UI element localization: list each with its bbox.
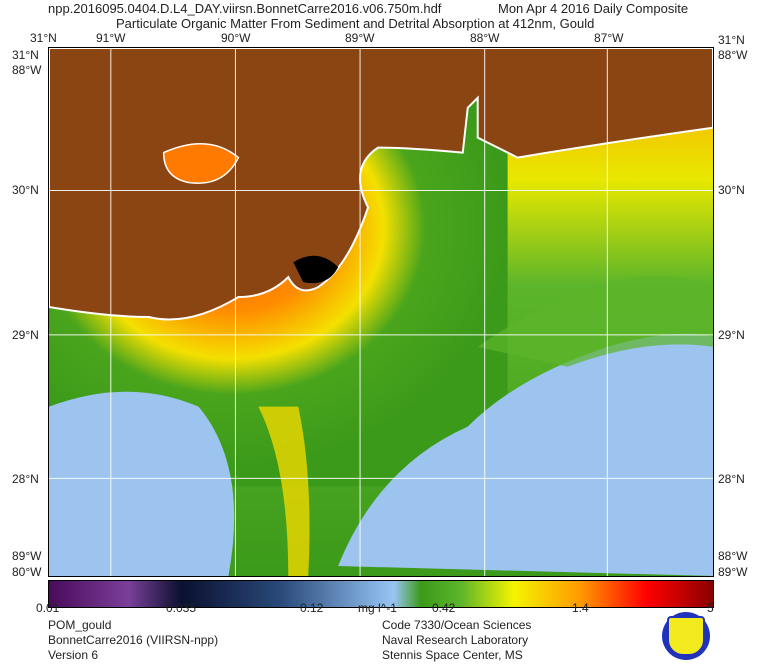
corner-label: 89°W [718, 565, 748, 579]
corner-label: 89°W [12, 549, 42, 563]
file-title: npp.2016095.0404.D.L4_DAY.viirsn.BonnetC… [48, 1, 442, 16]
clear-water [49, 391, 235, 576]
product-name: POM_gould [48, 618, 112, 632]
lat-label-right: 30°N [718, 183, 745, 197]
land-mass [49, 48, 713, 321]
org-location: Stennis Space Center, MS [382, 648, 523, 662]
product-title: Particulate Organic Matter From Sediment… [116, 16, 595, 31]
colorbar-tick: 1.4 [572, 601, 589, 615]
nrl-logo [662, 612, 710, 660]
corner-label: 31°N [12, 48, 39, 62]
lat-label-right: 29°N [718, 328, 745, 342]
corner-label: 31°N [718, 33, 745, 47]
colorbar-tick: 0.01 [36, 601, 60, 615]
corner-label: 31°N [30, 31, 57, 45]
graticule [49, 48, 713, 576]
lon-label: 88°W [470, 31, 500, 45]
lon-label: 87°W [594, 31, 624, 45]
lat-label-right: 28°N [718, 472, 745, 486]
corner-label: 88°W [718, 48, 748, 62]
colorbar-tick: 0.42 [432, 601, 456, 615]
lon-label: 91°W [96, 31, 126, 45]
corner-label: 88°W [12, 63, 42, 77]
colorbar-tick: 5 [707, 601, 714, 615]
org-code: Code 7330/Ocean Sciences [382, 618, 532, 632]
lon-label: 89°W [345, 31, 375, 45]
colorbar-tick: 0.035 [166, 601, 197, 615]
version: Version 6 [48, 648, 99, 662]
colorbar [48, 580, 714, 608]
colorbar-tick: 0.12 [300, 601, 324, 615]
clear-water [338, 333, 713, 576]
lake [293, 255, 339, 284]
ocean-color-map [48, 47, 714, 577]
lat-label-left: 30°N [12, 183, 39, 197]
org-name: Naval Research Laboratory [382, 633, 529, 647]
lat-label-left: 29°N [12, 328, 39, 342]
dataset-name: BonnetCarre2016 (VIIRSN-npp) [48, 633, 219, 647]
lat-label-left: 28°N [12, 472, 39, 486]
corner-label: 88°W [718, 549, 748, 563]
corner-label: 80°W [12, 565, 42, 579]
colorbar-units: mg l^-1 [358, 601, 397, 615]
date-title: Mon Apr 4 2016 Daily Composite [498, 1, 689, 16]
lon-label: 90°W [221, 31, 251, 45]
